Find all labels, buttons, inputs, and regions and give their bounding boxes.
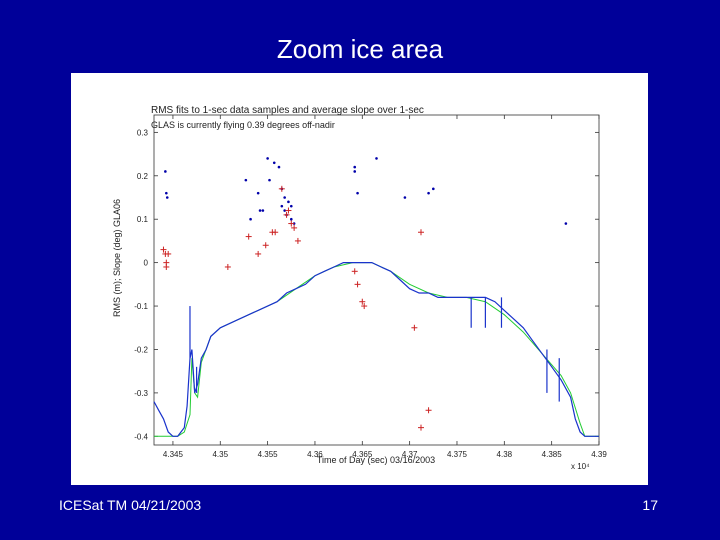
profile-line-layer xyxy=(153,262,599,437)
x-tick-label: 4.365 xyxy=(352,450,373,459)
slope-point xyxy=(283,211,290,218)
slope-point xyxy=(272,229,279,236)
chart-svg: RMS fits to 1-sec data samples and avera… xyxy=(112,105,607,471)
rms-point xyxy=(289,217,293,221)
page-number: 17 xyxy=(642,497,658,513)
y-tick-label: 0.1 xyxy=(137,215,149,224)
y-tick-label: 0 xyxy=(144,259,149,268)
slope-point xyxy=(418,424,424,431)
x-tick-label: 4.36 xyxy=(307,450,323,459)
rms-point xyxy=(287,200,290,204)
reference-line-layer xyxy=(154,262,599,437)
y-tick-label: -0.4 xyxy=(134,432,148,441)
slope-point xyxy=(245,233,252,240)
footer-text: ICESat TM 04/21/2003 xyxy=(59,497,202,513)
x-axis-multiplier: x 10⁴ xyxy=(571,462,590,471)
slope-point xyxy=(361,303,368,310)
slope-point xyxy=(354,281,361,288)
rms-point xyxy=(164,170,167,173)
rms-point xyxy=(353,170,357,173)
rms-point xyxy=(249,217,252,221)
rms-point xyxy=(165,191,168,195)
axes-group: 4.345 4.35 4.355 4.36 4.365 4.37 4.375 4.38 4.38… xyxy=(134,114,607,459)
y-axis-label: RMS (m); Slope (deg) GLA06 xyxy=(112,199,122,317)
y-tick-label: -0.2 xyxy=(134,345,148,354)
rms-point xyxy=(356,191,359,195)
reference-line xyxy=(154,262,599,437)
slide-title: Zoom ice area xyxy=(276,34,444,64)
x-tick-label: 4.345 xyxy=(163,450,184,459)
slope-point xyxy=(255,250,262,257)
y-tick-label: -0.3 xyxy=(134,389,148,398)
slope-point xyxy=(163,263,170,270)
marker-layer xyxy=(160,157,568,431)
rms-point xyxy=(289,204,293,208)
chart-subtitle: GLAS is currently flying 0.39 degrees of… xyxy=(151,120,335,130)
slope-point xyxy=(418,229,424,236)
y-tick-label: 0.2 xyxy=(137,172,149,181)
y-tick-label: 0.3 xyxy=(137,128,149,137)
slope-point xyxy=(165,250,172,257)
slope-point xyxy=(160,246,167,253)
slope-point xyxy=(359,298,366,305)
slope-point xyxy=(294,237,301,244)
spike-layer xyxy=(189,297,560,402)
slope-point xyxy=(285,207,292,214)
x-tick-label: 4.35 xyxy=(212,450,228,459)
rms-point xyxy=(268,178,271,182)
slope-point xyxy=(224,263,231,270)
slope-point xyxy=(411,324,418,331)
rms-point xyxy=(283,209,286,212)
rms-point xyxy=(403,196,407,199)
x-tick-label: 4.385 xyxy=(542,450,563,459)
slope-point xyxy=(262,242,269,249)
rms-point xyxy=(258,209,262,212)
rms-point xyxy=(256,191,260,195)
rms-point xyxy=(375,157,378,160)
slope-point xyxy=(351,268,358,275)
chart-figure: RMS fits to 1-sec data samples and avera… xyxy=(71,73,648,485)
rms-point xyxy=(427,191,430,195)
x-tick-label: 4.38 xyxy=(497,450,513,459)
x-tick-label: 4.39 xyxy=(591,450,607,459)
slope-point xyxy=(288,220,295,227)
x-tick-label: 4.355 xyxy=(258,450,279,459)
rms-point xyxy=(261,209,265,212)
rms-point xyxy=(244,178,248,182)
rms-point xyxy=(564,222,568,225)
rms-point xyxy=(432,187,435,191)
slope-point xyxy=(291,224,298,231)
y-tick-label: -0.1 xyxy=(134,302,148,311)
x-tick-label: 4.375 xyxy=(447,450,468,459)
profile-line xyxy=(153,262,599,437)
rms-point xyxy=(353,165,357,169)
rms-point xyxy=(283,196,286,199)
x-axis-label: Time of Day (sec) 03/16/2003 xyxy=(317,455,435,465)
rms-point xyxy=(272,161,276,165)
rms-point xyxy=(165,196,169,199)
rms-point xyxy=(280,204,284,208)
x-tick-label: 4.37 xyxy=(402,450,418,459)
slope-point xyxy=(278,185,285,192)
plot-frame xyxy=(153,114,600,446)
chart-title: RMS fits to 1-sec data samples and avera… xyxy=(151,105,424,116)
rms-point xyxy=(266,157,269,160)
rms-point xyxy=(277,165,281,169)
slope-point xyxy=(425,407,432,414)
